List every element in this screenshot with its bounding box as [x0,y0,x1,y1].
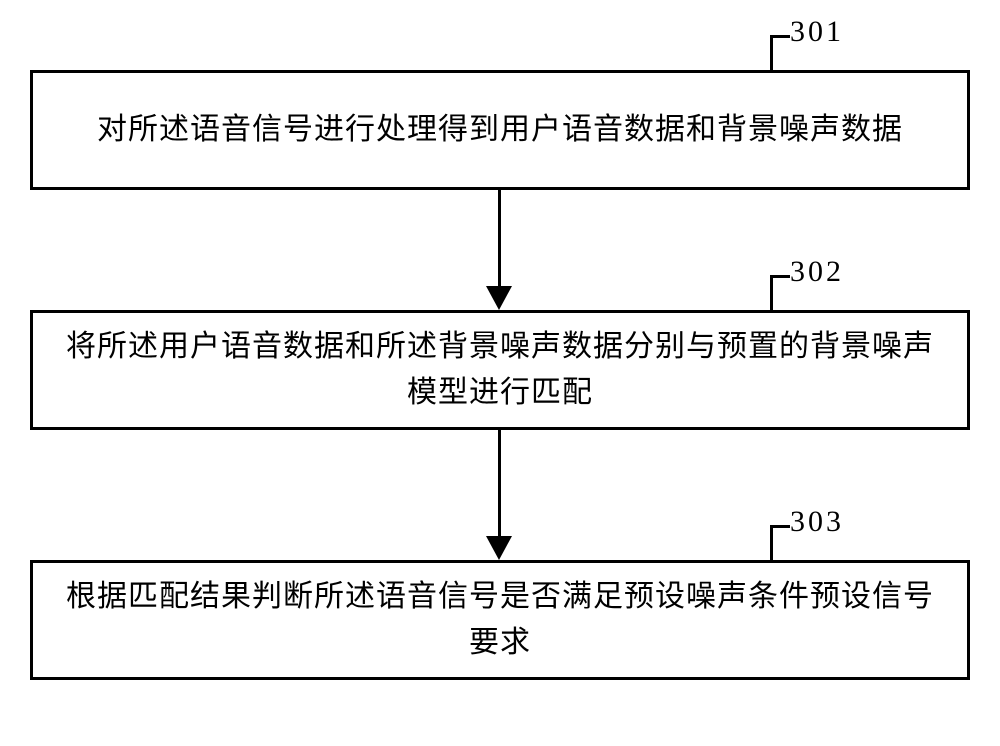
flow-arrow [498,430,501,536]
flow-node-2: 将所述用户语音数据和所述背景噪声数据分别与预置的背景噪声模型进行匹配 [30,310,970,430]
leader-line [770,525,773,560]
flow-arrow [498,190,501,286]
flow-node-2-text: 将所述用户语音数据和所述背景噪声数据分别与预置的背景噪声模型进行匹配 [63,324,937,417]
node-label-301: 301 [790,15,844,49]
flowchart-canvas: 301 对所述语音信号进行处理得到用户语音数据和背景噪声数据 302 将所述用户… [0,0,1000,746]
leader-line [770,275,773,310]
leader-line [770,35,790,38]
leader-line [770,275,790,278]
node-label-303: 303 [790,505,844,539]
node-label-302: 302 [790,255,844,289]
flow-node-1-text: 对所述语音信号进行处理得到用户语音数据和背景噪声数据 [97,107,903,154]
leader-line [770,35,773,70]
flow-node-1: 对所述语音信号进行处理得到用户语音数据和背景噪声数据 [30,70,970,190]
arrow-head-icon [486,536,512,560]
leader-line [770,525,790,528]
arrow-head-icon [486,286,512,310]
flow-node-3: 根据匹配结果判断所述语音信号是否满足预设噪声条件预设信号要求 [30,560,970,680]
flow-node-3-text: 根据匹配结果判断所述语音信号是否满足预设噪声条件预设信号要求 [63,574,937,667]
